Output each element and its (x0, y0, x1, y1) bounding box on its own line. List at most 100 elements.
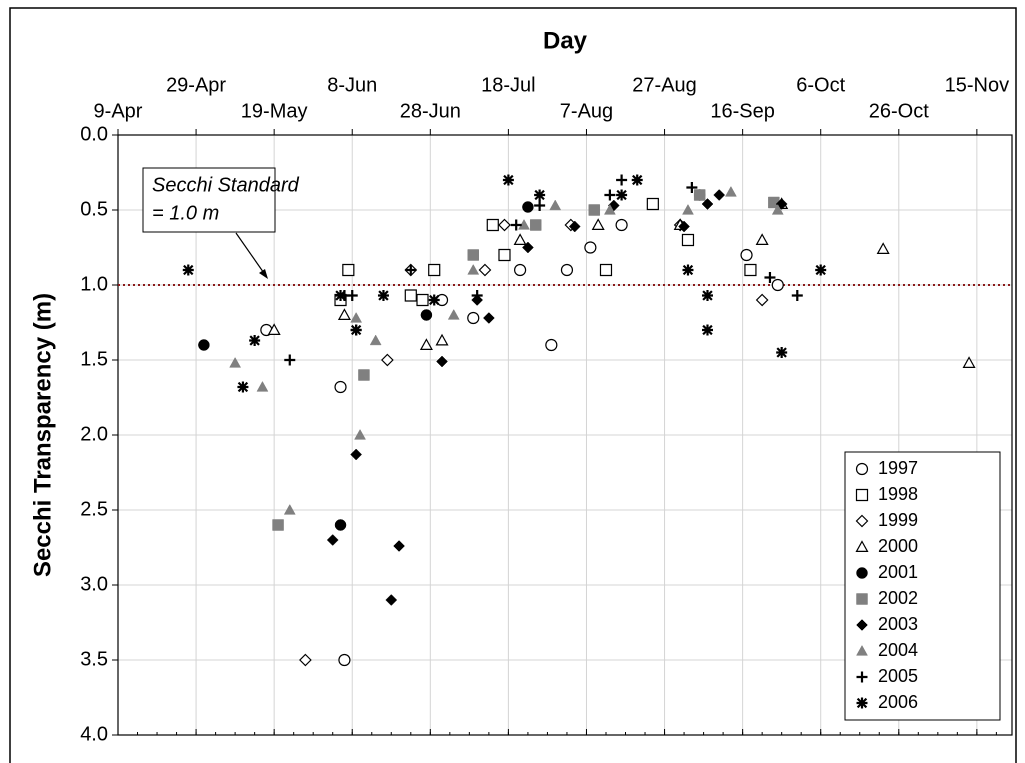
y-tick-label: 3.0 (80, 573, 108, 595)
point (560, 263, 574, 277)
point (404, 289, 417, 302)
point (377, 290, 389, 301)
point (471, 290, 483, 301)
point (962, 356, 976, 368)
point (346, 290, 358, 301)
point (701, 290, 713, 301)
point (744, 263, 757, 277)
point (724, 185, 737, 197)
legend-label: 1998 (878, 484, 918, 504)
point (483, 312, 495, 324)
y-tick-label: 3.5 (80, 648, 108, 670)
legend-label: 2004 (878, 640, 918, 660)
point (599, 263, 613, 277)
point (815, 264, 827, 276)
point (256, 380, 269, 392)
point (764, 272, 776, 283)
point (385, 594, 398, 606)
x-tick-label: 26-Oct (869, 100, 929, 122)
point (436, 355, 448, 368)
point (334, 519, 347, 531)
legend-label: 2002 (878, 588, 918, 608)
y-axis-label: Secchi Transparency (m) (29, 293, 56, 577)
point (381, 353, 394, 367)
legend-marker (856, 619, 868, 631)
point (369, 334, 382, 346)
y-tick-label: 4.0 (80, 723, 108, 745)
legend-label: 2003 (878, 614, 918, 634)
point (513, 233, 527, 245)
point (435, 293, 449, 307)
point (272, 519, 284, 531)
y-tick-label: 1.5 (80, 348, 108, 370)
annotation-text: = 1.0 m (152, 202, 219, 224)
grid: 0.0 0.5 1.0 1.5 2.0 2.5 3.0 3.5 4.0 9-Apr 29-Apr 19… (80, 74, 1013, 745)
point (522, 241, 534, 254)
point (775, 198, 788, 210)
y-tick-label: 1.0 (80, 273, 108, 295)
point (693, 189, 706, 201)
x-tick-label: 16-Sep (710, 100, 775, 122)
point (510, 219, 522, 231)
point (549, 199, 562, 211)
point (681, 233, 695, 247)
point (393, 540, 405, 552)
point (616, 189, 628, 201)
point (616, 174, 628, 186)
point (354, 428, 366, 440)
point (428, 294, 440, 306)
outer-frame (9, 7, 1017, 763)
point (498, 218, 511, 232)
y-tick-label: 2.0 (80, 423, 108, 445)
point (350, 311, 363, 323)
point (755, 293, 769, 307)
annotation-text: Secchi Standard (152, 174, 300, 196)
marks (182, 174, 976, 667)
legend-label: 2001 (878, 562, 918, 582)
point (545, 338, 558, 352)
point (334, 380, 347, 394)
point (682, 264, 694, 276)
legend-marker (856, 644, 868, 656)
point (701, 198, 714, 210)
point (299, 653, 312, 667)
point (326, 534, 339, 546)
point (182, 264, 194, 276)
point (467, 263, 480, 275)
plot-frame (117, 134, 1013, 736)
x-tick-label: 9-Apr (94, 100, 143, 122)
point (591, 218, 605, 230)
legend-marker (856, 567, 868, 579)
point (284, 354, 296, 366)
point (358, 369, 370, 381)
x-tick-label: 15-Nov (945, 74, 1009, 96)
point (486, 218, 499, 232)
annotation-arrow (235, 232, 267, 277)
y-tick-label: 2.5 (80, 498, 108, 520)
x-tick-label: 18-Jul (481, 74, 535, 96)
point (584, 241, 597, 254)
point (198, 339, 210, 351)
point (467, 249, 480, 261)
point (419, 338, 433, 350)
point (646, 197, 659, 211)
point (428, 263, 441, 277)
legend-marker (855, 488, 869, 502)
legend-marker (855, 540, 869, 552)
point (603, 203, 616, 215)
point (447, 308, 460, 320)
y-tick-label: 0.5 (80, 198, 108, 220)
point (337, 308, 351, 320)
point (740, 248, 753, 262)
point (514, 263, 527, 277)
x-tick-label: 29-Apr (166, 74, 226, 96)
y-tick-label: 0.0 (80, 123, 108, 145)
x-tick-label: 27-Aug (632, 74, 697, 96)
x-tick-label: 19-May (241, 100, 308, 122)
legend-label: 2005 (878, 666, 918, 686)
legend-marker (856, 697, 868, 709)
legend-marker (856, 671, 868, 683)
x-tick-label: 6-Oct (796, 74, 845, 96)
point (701, 324, 713, 336)
